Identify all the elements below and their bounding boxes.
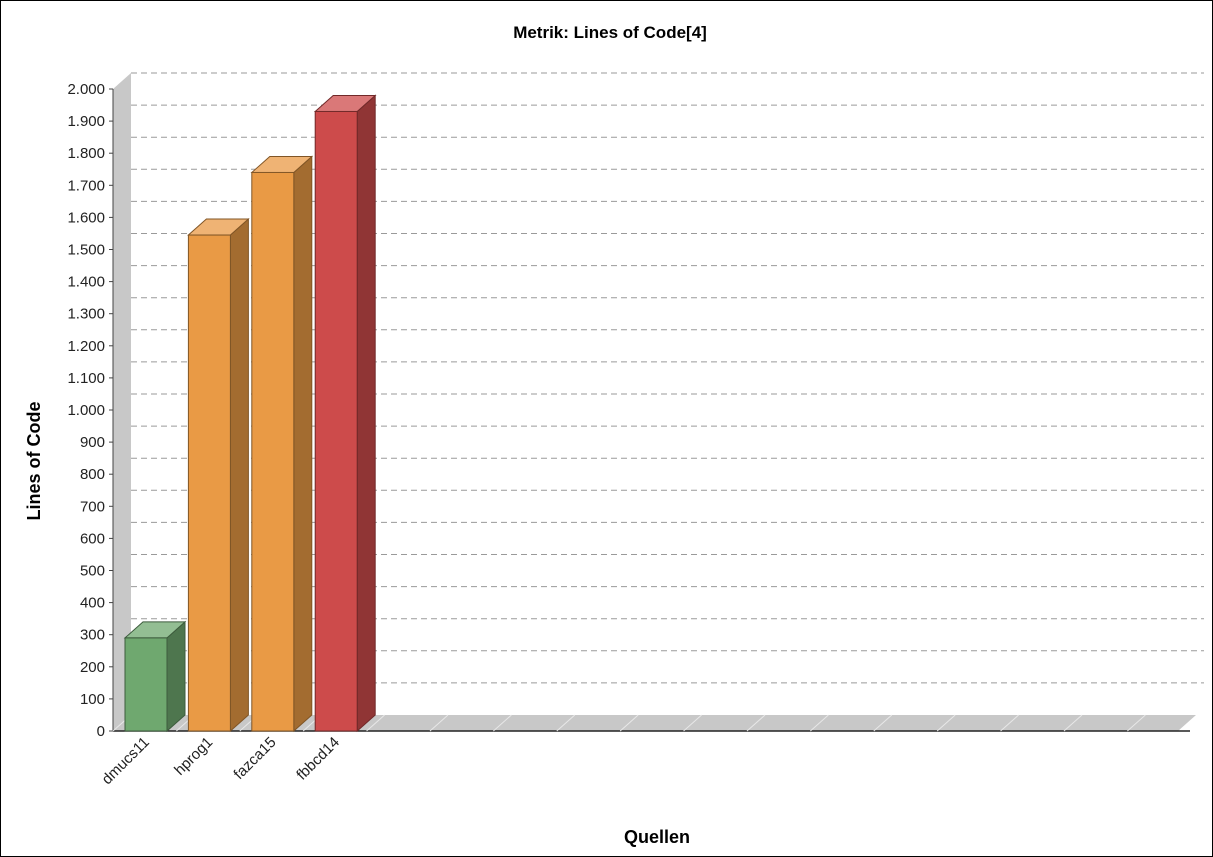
y-tick-label: 1.500 bbox=[67, 242, 105, 259]
chart-title: Metrik: Lines of Code[4] bbox=[513, 23, 707, 42]
bar bbox=[251, 171, 295, 732]
floor-divider bbox=[429, 714, 449, 732]
y-tick-label: 1.600 bbox=[67, 209, 105, 226]
bar bbox=[124, 637, 168, 732]
bar bbox=[314, 110, 358, 732]
y-tick-label: 1.300 bbox=[67, 306, 105, 323]
y-tick-label: 600 bbox=[80, 530, 105, 547]
bar-side bbox=[166, 620, 186, 733]
y-tick-label: 0 bbox=[97, 723, 105, 740]
bar-side bbox=[229, 217, 249, 733]
x-tick-label: fazca15 bbox=[230, 734, 279, 783]
y-tick-label: 1.100 bbox=[67, 370, 105, 387]
y-tick-label: 1.900 bbox=[67, 113, 105, 130]
bar bbox=[187, 234, 231, 732]
floor-divider bbox=[1000, 714, 1019, 732]
y-tick-label: 700 bbox=[80, 498, 105, 515]
floor-divider bbox=[746, 714, 766, 732]
floor-divider bbox=[873, 714, 893, 732]
y-tick-label: 200 bbox=[80, 659, 105, 676]
y-tick-label: 100 bbox=[80, 691, 105, 708]
floor-divider bbox=[810, 714, 829, 732]
x-axis-title: Quellen bbox=[624, 827, 690, 847]
floor-divider bbox=[1127, 714, 1146, 732]
y-tick-label: 1.800 bbox=[67, 145, 105, 162]
x-tick-label: fbbcd14 bbox=[293, 734, 343, 784]
y-tick-label: 1.200 bbox=[67, 338, 105, 355]
plot-area: 0 100 200 300 400 500 600 700 800 900 1.000 1.100 1.… bbox=[67, 72, 1204, 788]
y-tick-label: 1.400 bbox=[67, 274, 105, 291]
bar-side bbox=[293, 155, 313, 733]
floor-divider bbox=[366, 714, 385, 732]
floor-divider bbox=[619, 714, 639, 732]
floor-divider bbox=[556, 714, 576, 732]
x-tick-label: dmucs11 bbox=[99, 734, 153, 788]
bar-side bbox=[356, 94, 376, 733]
side-wall bbox=[113, 73, 131, 731]
y-tick-label: 500 bbox=[80, 563, 105, 580]
x-tick-label: hprog1 bbox=[171, 734, 216, 779]
y-tick-label: 1.000 bbox=[67, 402, 105, 419]
y-tick-label: 2.000 bbox=[67, 81, 105, 98]
floor bbox=[113, 715, 1196, 731]
floor-divider bbox=[1063, 714, 1083, 732]
floor-divider bbox=[683, 714, 702, 732]
y-tick-label: 300 bbox=[80, 627, 105, 644]
floor-divider bbox=[936, 714, 956, 732]
y-tick-label: 800 bbox=[80, 466, 105, 483]
y-tick-label: 900 bbox=[80, 434, 105, 451]
y-axis-title: Lines of Code bbox=[24, 401, 44, 520]
y-tick-label: 400 bbox=[80, 595, 105, 612]
y-tick-label: 1.700 bbox=[67, 177, 105, 194]
floor-divider bbox=[493, 714, 512, 732]
